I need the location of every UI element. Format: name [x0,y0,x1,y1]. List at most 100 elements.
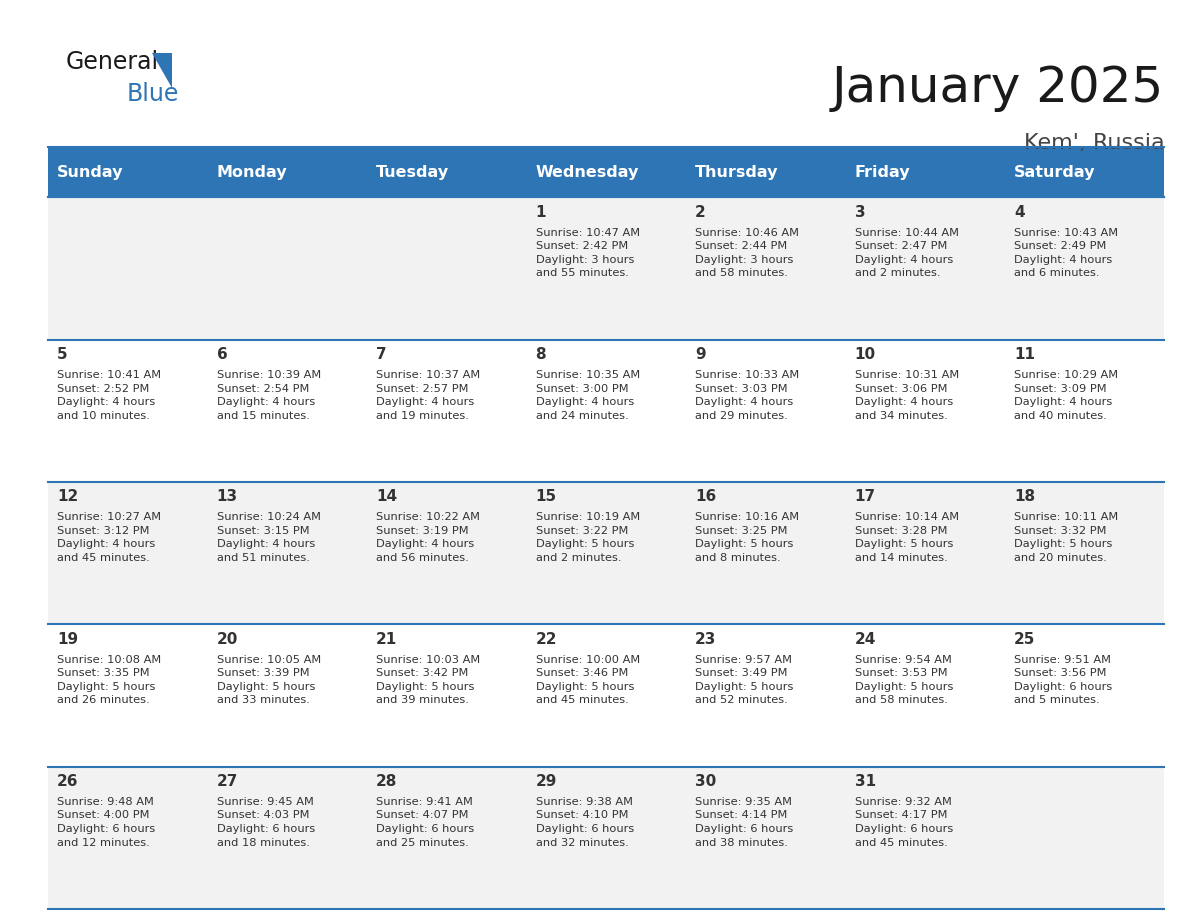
Text: Sunrise: 9:45 AM
Sunset: 4:03 PM
Daylight: 6 hours
and 18 minutes.: Sunrise: 9:45 AM Sunset: 4:03 PM Dayligh… [216,797,315,847]
Text: Sunrise: 9:54 AM
Sunset: 3:53 PM
Daylight: 5 hours
and 58 minutes.: Sunrise: 9:54 AM Sunset: 3:53 PM Dayligh… [854,655,953,705]
Bar [685,624,845,767]
Bar [1005,482,1164,624]
Text: 9: 9 [695,347,706,362]
Text: 3: 3 [854,205,865,219]
Text: Sunrise: 10:29 AM
Sunset: 3:09 PM
Daylight: 4 hours
and 40 minutes.: Sunrise: 10:29 AM Sunset: 3:09 PM Daylig… [1015,370,1118,420]
Bar [367,624,526,767]
Text: Sunrise: 10:47 AM
Sunset: 2:42 PM
Daylight: 3 hours
and 55 minutes.: Sunrise: 10:47 AM Sunset: 2:42 PM Daylig… [536,228,640,278]
Text: Sunrise: 10:44 AM
Sunset: 2:47 PM
Daylight: 4 hours
and 2 minutes.: Sunrise: 10:44 AM Sunset: 2:47 PM Daylig… [854,228,959,278]
Text: 11: 11 [1015,347,1035,362]
Text: Sunrise: 10:00 AM
Sunset: 3:46 PM
Daylight: 5 hours
and 45 minutes.: Sunrise: 10:00 AM Sunset: 3:46 PM Daylig… [536,655,640,705]
Text: Sunrise: 10:19 AM
Sunset: 3:22 PM
Daylight: 5 hours
and 2 minutes.: Sunrise: 10:19 AM Sunset: 3:22 PM Daylig… [536,512,640,563]
Text: Sunrise: 10:11 AM
Sunset: 3:32 PM
Daylight: 5 hours
and 20 minutes.: Sunrise: 10:11 AM Sunset: 3:32 PM Daylig… [1015,512,1118,563]
Text: 1: 1 [536,205,546,219]
Text: Sunrise: 10:31 AM
Sunset: 3:06 PM
Daylight: 4 hours
and 34 minutes.: Sunrise: 10:31 AM Sunset: 3:06 PM Daylig… [854,370,959,420]
Text: Kem', Russia: Kem', Russia [1024,133,1164,153]
Text: Sunrise: 10:22 AM
Sunset: 3:19 PM
Daylight: 4 hours
and 56 minutes.: Sunrise: 10:22 AM Sunset: 3:19 PM Daylig… [377,512,480,563]
Text: Sunrise: 10:33 AM
Sunset: 3:03 PM
Daylight: 4 hours
and 29 minutes.: Sunrise: 10:33 AM Sunset: 3:03 PM Daylig… [695,370,800,420]
Text: Sunrise: 9:48 AM
Sunset: 4:00 PM
Daylight: 6 hours
and 12 minutes.: Sunrise: 9:48 AM Sunset: 4:00 PM Dayligh… [57,797,156,847]
Bar [685,197,845,340]
Text: 10: 10 [854,347,876,362]
Text: 27: 27 [216,774,238,789]
Text: Sunrise: 9:57 AM
Sunset: 3:49 PM
Daylight: 5 hours
and 52 minutes.: Sunrise: 9:57 AM Sunset: 3:49 PM Dayligh… [695,655,794,705]
Text: Sunrise: 10:43 AM
Sunset: 2:49 PM
Daylight: 4 hours
and 6 minutes.: Sunrise: 10:43 AM Sunset: 2:49 PM Daylig… [1015,228,1118,278]
Text: Saturday: Saturday [1015,164,1095,180]
Text: 13: 13 [216,489,238,504]
Bar [48,147,1164,197]
Text: 8: 8 [536,347,546,362]
Text: Sunrise: 10:39 AM
Sunset: 2:54 PM
Daylight: 4 hours
and 15 minutes.: Sunrise: 10:39 AM Sunset: 2:54 PM Daylig… [216,370,321,420]
Bar [48,197,207,340]
Text: Sunrise: 10:27 AM
Sunset: 3:12 PM
Daylight: 4 hours
and 45 minutes.: Sunrise: 10:27 AM Sunset: 3:12 PM Daylig… [57,512,162,563]
Bar [367,340,526,482]
Text: Sunrise: 10:46 AM
Sunset: 2:44 PM
Daylight: 3 hours
and 58 minutes.: Sunrise: 10:46 AM Sunset: 2:44 PM Daylig… [695,228,800,278]
Bar [48,482,207,624]
Text: 25: 25 [1015,632,1036,646]
Text: 12: 12 [57,489,78,504]
Text: Sunrise: 9:38 AM
Sunset: 4:10 PM
Daylight: 6 hours
and 32 minutes.: Sunrise: 9:38 AM Sunset: 4:10 PM Dayligh… [536,797,634,847]
Text: Sunrise: 10:08 AM
Sunset: 3:35 PM
Daylight: 5 hours
and 26 minutes.: Sunrise: 10:08 AM Sunset: 3:35 PM Daylig… [57,655,162,705]
Bar [685,482,845,624]
Text: Sunrise: 10:35 AM
Sunset: 3:00 PM
Daylight: 4 hours
and 24 minutes.: Sunrise: 10:35 AM Sunset: 3:00 PM Daylig… [536,370,640,420]
Bar [367,197,526,340]
Bar [207,767,367,909]
Bar [845,624,1005,767]
Bar [48,340,207,482]
Bar [526,482,685,624]
Bar [207,340,367,482]
Bar [207,482,367,624]
Bar [526,624,685,767]
Text: 21: 21 [377,632,397,646]
Text: Blue: Blue [127,82,179,106]
Text: 31: 31 [854,774,876,789]
Text: Wednesday: Wednesday [536,164,639,180]
Bar [845,767,1005,909]
Bar [207,624,367,767]
Text: 18: 18 [1015,489,1035,504]
Text: 17: 17 [854,489,876,504]
Text: Monday: Monday [216,164,287,180]
Text: 30: 30 [695,774,716,789]
Text: 6: 6 [216,347,227,362]
Text: 20: 20 [216,632,238,646]
Polygon shape [152,53,172,88]
Text: 14: 14 [377,489,397,504]
Text: 23: 23 [695,632,716,646]
Bar [526,767,685,909]
Text: 24: 24 [854,632,876,646]
Text: Sunrise: 9:32 AM
Sunset: 4:17 PM
Daylight: 6 hours
and 45 minutes.: Sunrise: 9:32 AM Sunset: 4:17 PM Dayligh… [854,797,953,847]
Text: January 2025: January 2025 [832,64,1164,112]
Text: 4: 4 [1015,205,1025,219]
Text: Tuesday: Tuesday [377,164,449,180]
Text: 16: 16 [695,489,716,504]
Bar [1005,197,1164,340]
Bar [48,767,207,909]
Text: Sunrise: 10:37 AM
Sunset: 2:57 PM
Daylight: 4 hours
and 19 minutes.: Sunrise: 10:37 AM Sunset: 2:57 PM Daylig… [377,370,480,420]
Text: Sunrise: 10:24 AM
Sunset: 3:15 PM
Daylight: 4 hours
and 51 minutes.: Sunrise: 10:24 AM Sunset: 3:15 PM Daylig… [216,512,321,563]
Bar [207,197,367,340]
Text: Sunrise: 10:05 AM
Sunset: 3:39 PM
Daylight: 5 hours
and 33 minutes.: Sunrise: 10:05 AM Sunset: 3:39 PM Daylig… [216,655,321,705]
Bar [367,767,526,909]
Text: Sunrise: 9:35 AM
Sunset: 4:14 PM
Daylight: 6 hours
and 38 minutes.: Sunrise: 9:35 AM Sunset: 4:14 PM Dayligh… [695,797,794,847]
Text: Sunrise: 10:03 AM
Sunset: 3:42 PM
Daylight: 5 hours
and 39 minutes.: Sunrise: 10:03 AM Sunset: 3:42 PM Daylig… [377,655,480,705]
Text: Sunrise: 9:51 AM
Sunset: 3:56 PM
Daylight: 6 hours
and 5 minutes.: Sunrise: 9:51 AM Sunset: 3:56 PM Dayligh… [1015,655,1112,705]
Text: Sunrise: 10:14 AM
Sunset: 3:28 PM
Daylight: 5 hours
and 14 minutes.: Sunrise: 10:14 AM Sunset: 3:28 PM Daylig… [854,512,959,563]
Bar [526,197,685,340]
Text: 29: 29 [536,774,557,789]
Bar [1005,624,1164,767]
Bar [685,340,845,482]
Bar [845,482,1005,624]
Text: Thursday: Thursday [695,164,778,180]
Text: 28: 28 [377,774,398,789]
Text: 15: 15 [536,489,557,504]
Text: 26: 26 [57,774,78,789]
Text: Sunday: Sunday [57,164,124,180]
Bar [845,340,1005,482]
Text: 5: 5 [57,347,68,362]
Text: Sunrise: 9:41 AM
Sunset: 4:07 PM
Daylight: 6 hours
and 25 minutes.: Sunrise: 9:41 AM Sunset: 4:07 PM Dayligh… [377,797,474,847]
Bar [845,197,1005,340]
Bar [48,624,207,767]
Text: 7: 7 [377,347,387,362]
Text: Friday: Friday [854,164,910,180]
Text: 19: 19 [57,632,78,646]
